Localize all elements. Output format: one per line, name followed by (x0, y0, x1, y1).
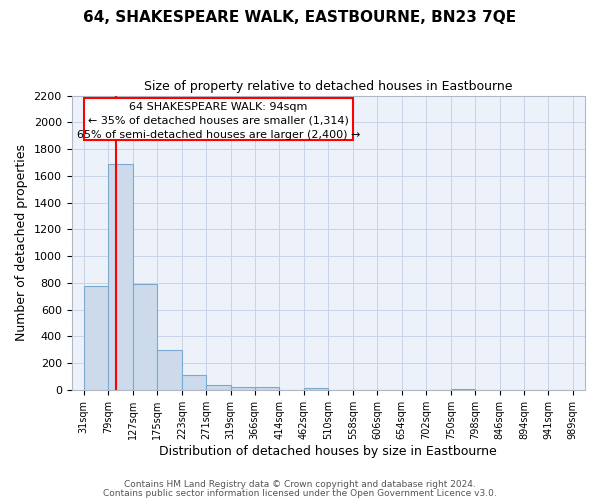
Bar (451, 388, 475, 390)
X-axis label: Distribution of detached houses by size in Eastbourne: Distribution of detached houses by size … (160, 444, 497, 458)
Bar (157, 350, 182, 390)
Bar (255, 387, 279, 390)
Bar (206, 385, 231, 390)
Text: Contains public sector information licensed under the Open Government Licence v3: Contains public sector information licen… (103, 488, 497, 498)
FancyBboxPatch shape (84, 98, 353, 140)
Title: Size of property relative to detached houses in Eastbourne: Size of property relative to detached ho… (144, 80, 512, 93)
Text: 64 SHAKESPEARE WALK: 94sqm
← 35% of detached houses are smaller (1,314)
65% of s: 64 SHAKESPEARE WALK: 94sqm ← 35% of deta… (77, 102, 360, 140)
Bar (84, 286, 108, 390)
Bar (108, 164, 133, 390)
Bar (182, 375, 206, 390)
Text: 64, SHAKESPEARE WALK, EASTBOURNE, BN23 7QE: 64, SHAKESPEARE WALK, EASTBOURNE, BN23 7… (83, 10, 517, 25)
Bar (304, 388, 328, 390)
Text: Contains HM Land Registry data © Crown copyright and database right 2024.: Contains HM Land Registry data © Crown c… (124, 480, 476, 489)
Bar (231, 387, 255, 390)
Bar (133, 284, 157, 390)
Y-axis label: Number of detached properties: Number of detached properties (15, 144, 28, 341)
